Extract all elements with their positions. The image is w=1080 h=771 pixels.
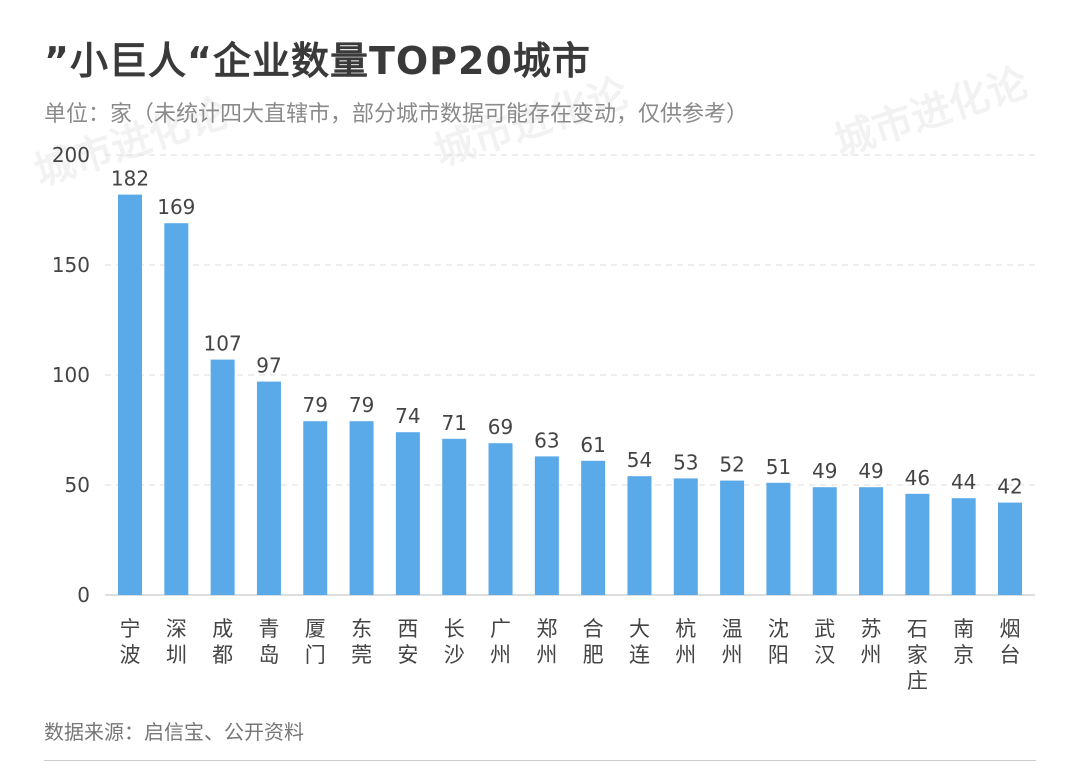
bar [905, 493, 930, 595]
data-label: 97 [256, 354, 281, 378]
x-tick-label: 烟台 [1000, 617, 1021, 667]
x-tick-label: 大连 [629, 617, 650, 667]
data-label: 63 [534, 428, 559, 452]
y-tick-label: 150 [52, 253, 90, 277]
data-label: 46 [905, 466, 930, 490]
x-tick-label: 沈阳 [768, 617, 789, 667]
x-tick-label: 长沙 [444, 617, 465, 667]
y-tick-label: 100 [52, 363, 90, 387]
bar [812, 487, 837, 595]
x-tick-label: 西安 [397, 617, 418, 667]
bar [627, 476, 652, 595]
chart-title: ”小巨人“企业数量TOP20城市 [44, 39, 591, 83]
y-tick-label: 0 [77, 583, 90, 607]
x-tick-label: 苏州 [861, 617, 882, 667]
bar [395, 432, 420, 595]
y-tick-label: 50 [65, 473, 90, 497]
y-tick-label: 200 [52, 143, 90, 167]
data-source: 数据来源：启信宝、公开资料 [44, 720, 304, 744]
data-label: 69 [488, 415, 513, 439]
x-tick-label: 成都 [212, 617, 233, 667]
x-tick-label: 温州 [722, 617, 743, 667]
bar [488, 443, 513, 595]
bar [720, 480, 745, 595]
bar [998, 502, 1022, 595]
data-label: 51 [766, 455, 791, 479]
divider [44, 760, 1036, 761]
data-label: 71 [441, 411, 466, 435]
data-label: 79 [349, 393, 374, 417]
data-label: 53 [673, 450, 698, 474]
bar [118, 194, 142, 595]
bar [859, 487, 884, 595]
x-tick-label: 郑州 [536, 617, 557, 667]
bar [534, 456, 559, 595]
data-label: 49 [812, 459, 837, 483]
bar [303, 421, 328, 595]
data-label: 169 [157, 195, 195, 219]
chart-subtitle: 单位：家（未统计四大直辖市，部分城市数据可能存在变动，仅供参考） [44, 102, 749, 127]
data-label: 61 [580, 433, 605, 457]
bar [766, 482, 791, 595]
x-tick-label: 广州 [490, 617, 511, 667]
x-tick-label: 青岛 [258, 617, 279, 667]
x-tick-label: 东莞 [351, 617, 372, 667]
x-tick-label: 石家庄 [907, 617, 928, 693]
data-label: 44 [951, 470, 976, 494]
bar [442, 438, 467, 595]
data-label: 42 [997, 475, 1022, 499]
x-tick-label: 合肥 [583, 617, 604, 667]
bar [673, 478, 698, 595]
bar [581, 460, 606, 595]
bar [951, 498, 976, 595]
bar [210, 359, 235, 595]
bar [349, 421, 374, 595]
data-label: 74 [395, 404, 420, 428]
x-tick-label: 杭州 [675, 617, 696, 667]
x-tick-label: 南京 [953, 617, 974, 667]
x-tick-label: 武汉 [814, 617, 835, 667]
bar [164, 223, 189, 595]
data-label: 52 [719, 453, 744, 477]
x-tick-label: 深圳 [166, 617, 187, 667]
x-tick-label: 厦门 [305, 617, 326, 667]
data-label: 182 [111, 167, 149, 191]
bar [256, 381, 281, 595]
x-tick-label: 宁波 [120, 617, 141, 667]
data-label: 54 [627, 448, 652, 472]
data-label: 49 [858, 459, 883, 483]
data-label: 107 [204, 332, 242, 356]
data-label: 79 [303, 393, 328, 417]
